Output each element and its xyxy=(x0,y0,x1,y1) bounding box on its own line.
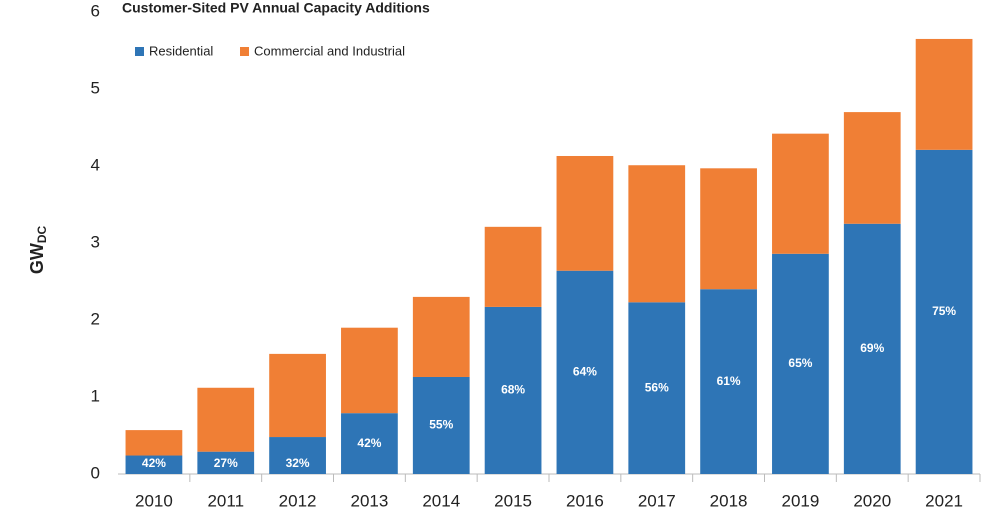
bar-segment xyxy=(700,289,757,474)
y-tick-label: 3 xyxy=(91,232,100,251)
y-tick-label: 6 xyxy=(91,1,100,20)
bar-segment xyxy=(197,451,255,474)
legend-swatch xyxy=(135,47,144,56)
x-tick-label: 2012 xyxy=(279,491,317,510)
bar-segment xyxy=(628,165,686,303)
bar-segment xyxy=(843,112,901,224)
chart-title: Customer-Sited PV Annual Capacity Additi… xyxy=(122,0,430,16)
y-axis-label-main: GW xyxy=(27,243,47,274)
x-tick-label: 2017 xyxy=(638,491,676,510)
y-axis-label: GWDC xyxy=(27,226,49,275)
bar-segment xyxy=(772,133,829,254)
bar-share-label: 42% xyxy=(142,456,166,470)
bar-segment xyxy=(197,387,255,452)
legend-label: Commercial and Industrial xyxy=(254,43,405,58)
bar-segment xyxy=(341,413,398,474)
bar-share-label: 75% xyxy=(932,304,956,318)
bar-segment xyxy=(843,223,901,474)
y-tick-label: 5 xyxy=(91,78,100,97)
y-tick-label: 0 xyxy=(91,463,100,482)
bar-segment xyxy=(125,455,183,474)
bar-share-label: 64% xyxy=(573,365,597,379)
x-tick-label: 2021 xyxy=(925,491,963,510)
x-tick-label: 2020 xyxy=(853,491,891,510)
bar-segment xyxy=(269,437,326,474)
x-tick-label: 2018 xyxy=(710,491,748,510)
bar-segment xyxy=(556,270,614,474)
bar-share-label: 68% xyxy=(501,383,525,397)
x-tick-label: 2015 xyxy=(494,491,532,510)
bar-share-label: 65% xyxy=(788,356,812,370)
bar-segment xyxy=(412,376,470,474)
y-tick-label: 2 xyxy=(91,309,100,328)
bar-share-label: 61% xyxy=(717,374,741,388)
x-tick-label: 2019 xyxy=(782,491,820,510)
bar-share-label: 69% xyxy=(860,341,884,355)
bar-segment xyxy=(484,306,542,474)
y-tick-label: 4 xyxy=(91,155,100,174)
bar-segment xyxy=(341,327,398,414)
legend-label: Residential xyxy=(149,43,213,58)
x-tick-label: 2014 xyxy=(422,491,460,510)
bar-segment xyxy=(772,253,829,474)
bar-share-label: 56% xyxy=(645,380,669,394)
y-axis-label-sub: DC xyxy=(35,226,49,244)
bar-share-label: 55% xyxy=(429,418,453,432)
bar-segment xyxy=(484,226,542,307)
legend-swatch xyxy=(240,47,249,56)
bar-segment xyxy=(269,353,326,438)
bar-segment xyxy=(628,302,686,474)
x-tick-label: 2010 xyxy=(135,491,173,510)
bar-segment xyxy=(700,168,757,290)
x-tick-label: 2013 xyxy=(351,491,389,510)
bar-segment xyxy=(556,155,614,271)
bar-segment xyxy=(915,38,973,150)
x-tick-label: 2016 xyxy=(566,491,604,510)
bar-segment xyxy=(412,296,470,377)
bar-segment xyxy=(915,149,973,474)
bar-share-label: 42% xyxy=(357,436,381,450)
bar-share-label: 27% xyxy=(214,456,238,470)
x-tick-label: 2011 xyxy=(207,491,244,510)
y-tick-label: 1 xyxy=(91,386,100,405)
bar-segment xyxy=(125,430,183,456)
bar-share-label: 32% xyxy=(286,456,310,470)
